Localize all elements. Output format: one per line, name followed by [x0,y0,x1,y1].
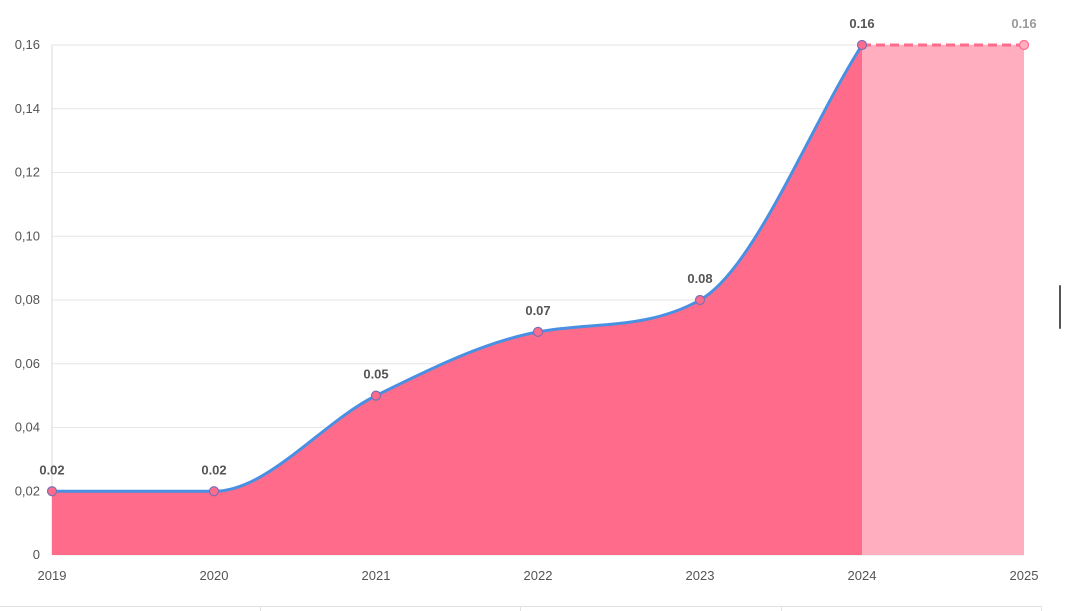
data-label: 0.07 [525,303,550,318]
x-tick-label: 2024 [848,568,877,583]
y-tick-label: 0,08 [15,292,40,307]
bottom-tab-strip [0,606,1042,611]
bottom-tab [0,607,261,611]
x-tick-label: 2020 [200,568,229,583]
bottom-tab [261,607,521,611]
data-point[interactable] [856,39,868,51]
chart-areas [52,45,1024,555]
y-tick-label: 0,06 [15,356,40,371]
data-label: 0.16 [1011,16,1036,31]
data-label: 0.05 [363,367,388,382]
x-tick-label: 2022 [524,568,553,583]
data-point[interactable] [1018,39,1030,51]
y-tick-label: 0,10 [15,228,40,243]
bottom-tab [782,607,1042,611]
forecast-area-fill [862,45,1024,555]
scroll-handle[interactable] [1059,285,1061,329]
y-tick-label: 0,02 [15,483,40,498]
data-point[interactable] [46,486,58,497]
data-point[interactable] [370,390,382,401]
x-axis-ticks: 2019 2020 2021 2022 2023 2024 2025 [38,568,1039,583]
data-point[interactable] [208,486,220,497]
x-tick-label: 2019 [38,568,67,583]
bottom-tab [521,607,782,611]
data-label: 0.08 [687,271,712,286]
x-tick-label: 2023 [686,568,715,583]
y-tick-label: 0,04 [15,420,40,435]
y-axis-ticks: 0 0,02 0,04 0,06 0,08 0,10 0,12 0,14 0,16 [15,37,40,562]
area-fill [52,45,862,555]
data-point[interactable] [532,326,544,337]
x-tick-label: 2021 [362,568,391,583]
data-label: 0.16 [849,16,874,31]
data-points [46,39,1030,497]
data-label: 0.02 [201,462,226,477]
data-label: 0.02 [39,462,64,477]
y-tick-label: 0,16 [15,37,40,52]
y-tick-label: 0 [33,547,40,562]
y-tick-label: 0,14 [15,101,40,116]
y-tick-label: 0,12 [15,165,40,180]
data-labels: 0.02 0.02 0.05 0.07 0.08 0.16 0.16 [39,16,1036,477]
x-tick-label: 2025 [1010,568,1039,583]
data-point[interactable] [694,294,706,306]
